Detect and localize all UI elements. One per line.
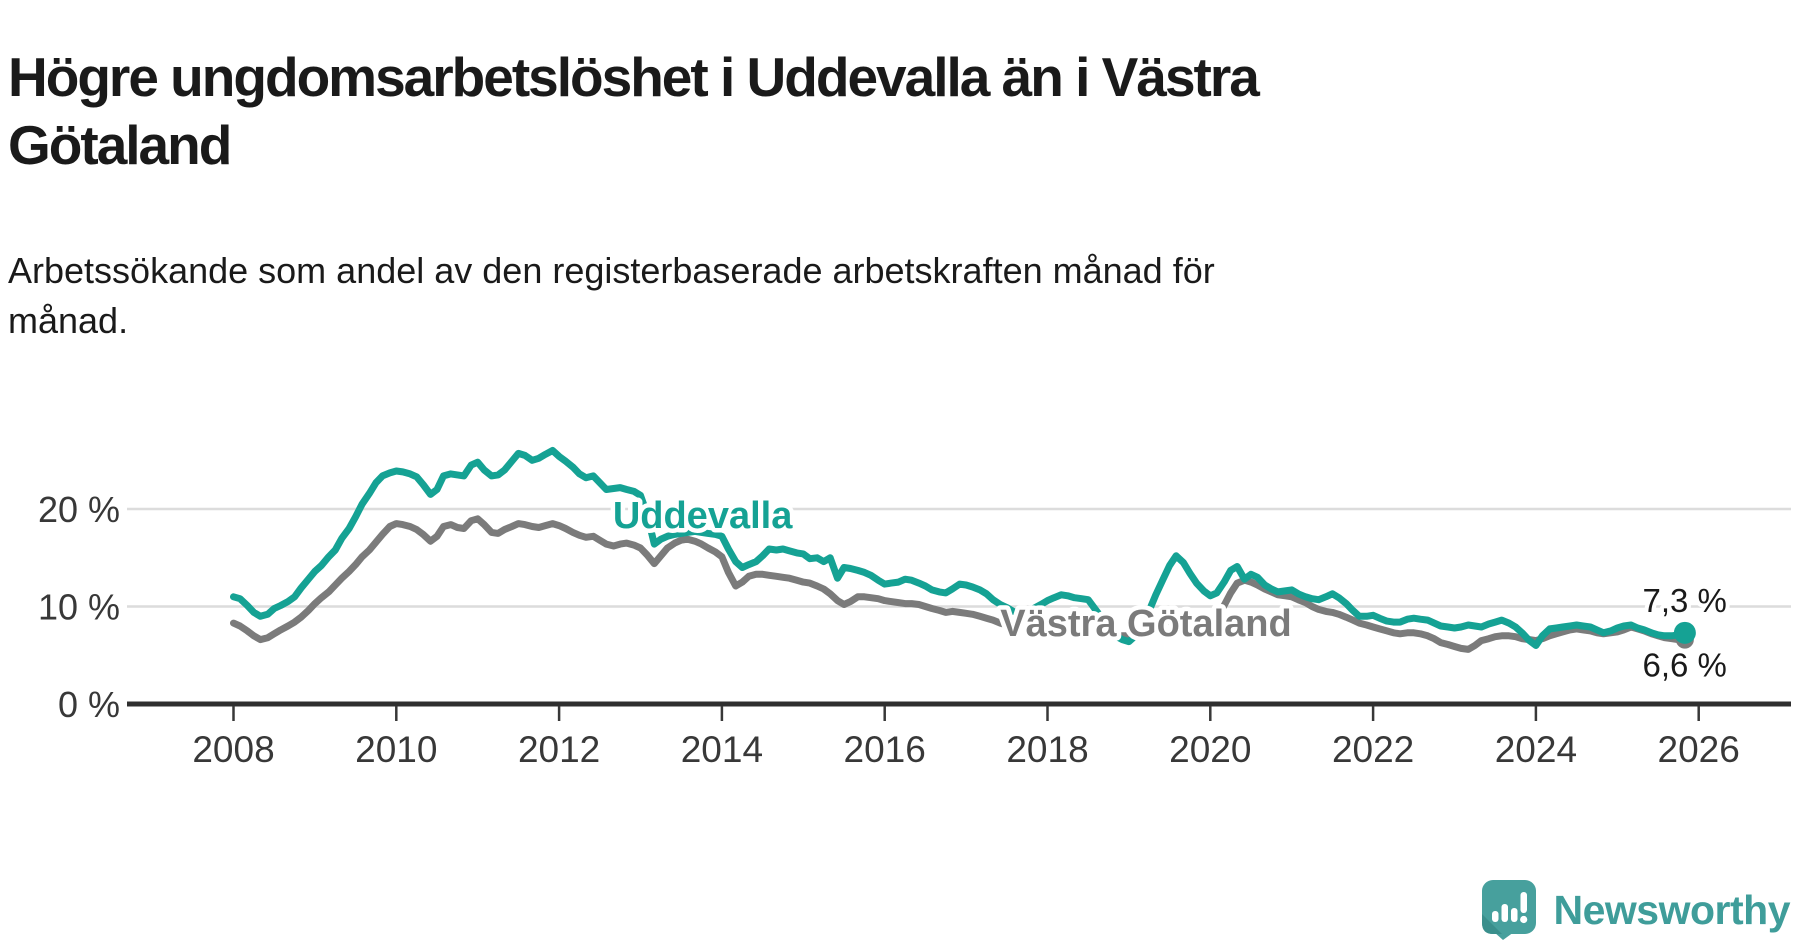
series-name-labels: Västra Götaland Uddevalla: [608, 490, 1296, 649]
x-tick-label-2024: 2024: [1495, 729, 1577, 770]
newsworthy-logo-icon: [1481, 880, 1536, 940]
series-end-dots: [1673, 621, 1696, 649]
x-tick-label-2008: 2008: [192, 729, 274, 770]
x-tick-label-2018: 2018: [1006, 729, 1088, 770]
page-title: Högre ungdomsarbetslöshet i Uddevalla än…: [8, 45, 1260, 177]
y-tick-label-20: 20 %: [38, 489, 120, 530]
line-västra-götaland: [230, 515, 1689, 653]
series-label-västra-götaland: Västra Götaland: [1000, 603, 1291, 645]
newsworthy-branding: Newsworthy: [1480, 880, 1791, 940]
end-label-uddevalla: 7,3 %: [1642, 582, 1726, 619]
chart-subtitle: Arbetssökande som andel av den registerb…: [8, 250, 1215, 341]
x-tick-label-2020: 2020: [1169, 729, 1251, 770]
data-series-lines: [230, 447, 1689, 653]
gridlines: [127, 507, 1791, 608]
x-tick-label-2022: 2022: [1332, 729, 1414, 770]
series-label-uddevalla: Uddevalla: [613, 495, 793, 537]
end-dot-uddevalla: [1673, 621, 1696, 644]
y-tick-label-10: 10 %: [38, 587, 120, 628]
line-uddevalla: [230, 447, 1689, 649]
y-axis-tick-labels: 0 % 10 % 20 %: [38, 489, 120, 725]
x-tick-label-2014: 2014: [681, 729, 763, 770]
x-axis-tick-labels: 2008 2010 2012 2014 2016 2018 2020 2022 2024 2026: [192, 729, 1740, 770]
end-label-västra-götaland: 6,6 %: [1642, 647, 1726, 684]
x-tick-label-2026: 2026: [1658, 729, 1740, 770]
x-tick-label-2016: 2016: [844, 729, 926, 770]
x-tick-label-2012: 2012: [518, 729, 600, 770]
series-end-value-labels: 6,6 % 7,3 %: [1638, 578, 1730, 688]
x-tick-label-2010: 2010: [355, 729, 437, 770]
newsworthy-wordmark: Newsworthy: [1553, 886, 1791, 933]
y-tick-label-0: 0 %: [58, 684, 120, 725]
x-axis: [127, 701, 1791, 721]
